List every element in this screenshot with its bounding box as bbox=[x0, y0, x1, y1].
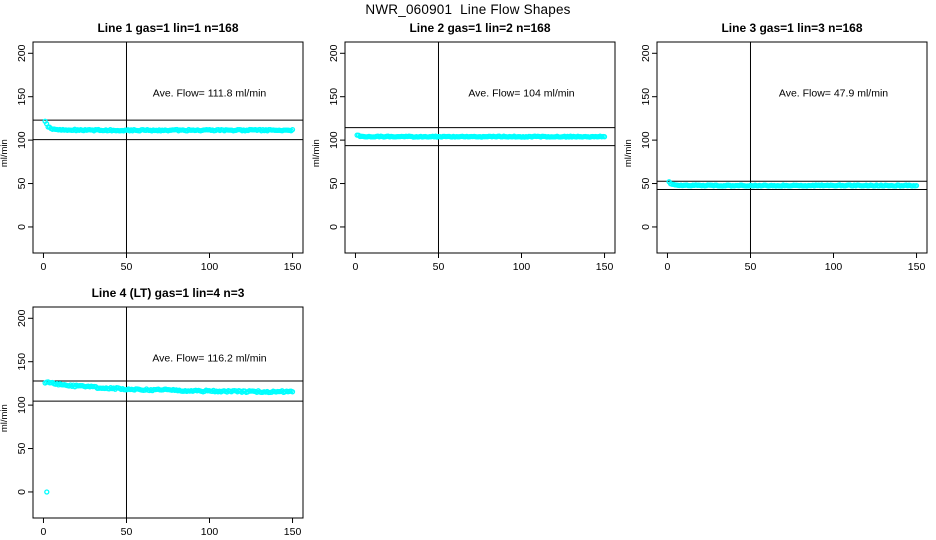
x-tick-label: 100 bbox=[201, 526, 219, 538]
x-tick-label: 0 bbox=[41, 261, 47, 273]
y-tick-label: 50 bbox=[328, 178, 340, 190]
y-axis-label: ml/min bbox=[0, 404, 10, 432]
data-points bbox=[42, 379, 296, 495]
y-axis-label: ml/min bbox=[311, 139, 322, 167]
subplot-title: Line 1 gas=1 lin=1 n=168 bbox=[97, 21, 238, 35]
x-tick-label: 150 bbox=[284, 261, 302, 273]
y-tick-label: 50 bbox=[16, 178, 28, 190]
x-tick-label: 50 bbox=[745, 261, 757, 273]
y-tick-label: 0 bbox=[16, 489, 28, 495]
y-tick-label: 200 bbox=[640, 44, 652, 62]
y-tick-label: 200 bbox=[16, 44, 28, 62]
x-tick-label: 100 bbox=[825, 261, 843, 273]
x-tick-label: 100 bbox=[513, 261, 531, 273]
plot-box bbox=[344, 41, 616, 254]
x-tick-label: 100 bbox=[201, 261, 219, 273]
x-tick-label: 50 bbox=[121, 526, 133, 538]
data-points bbox=[42, 118, 296, 134]
axes: 0 50 100 150 200 0 50 100 150 ml/min bbox=[623, 41, 928, 273]
y-tick-label: 150 bbox=[16, 353, 28, 371]
subplot-line-2: Line 2 gas=1 lin=2 n=168 0 50 100 150 200 0 50 1… bbox=[311, 21, 616, 273]
axes: 0 50 100 150 200 0 50 100 150 ml/min bbox=[0, 306, 304, 538]
y-tick-label: 150 bbox=[328, 88, 340, 106]
y-tick-label: 100 bbox=[16, 396, 28, 414]
y-tick-label: 50 bbox=[640, 178, 652, 190]
y-tick-label: 200 bbox=[328, 44, 340, 62]
y-tick-label: 200 bbox=[16, 309, 28, 327]
plot-box bbox=[32, 41, 304, 254]
x-tick-label: 0 bbox=[41, 526, 47, 538]
subplot-line-4: Line 4 (LT) gas=1 lin=4 n=30501001502000… bbox=[0, 286, 304, 538]
y-tick-label: 150 bbox=[640, 88, 652, 106]
y-tick-label: 0 bbox=[16, 224, 28, 230]
y-tick-label: 100 bbox=[328, 131, 340, 149]
y-tick-label: 50 bbox=[16, 443, 28, 455]
average-flow-annotation: Ave. Flow= 111.8 ml/min bbox=[153, 88, 267, 100]
page-title: NWR_060901 Line Flow Shapes bbox=[365, 2, 571, 17]
average-flow-annotation: Ave. Flow= 104 ml/min bbox=[468, 88, 574, 100]
axes: 0 50 100 150 200 0 50 100 150 ml/min bbox=[311, 41, 616, 273]
average-flow-annotation: Ave. Flow= 116.2 ml/min bbox=[152, 353, 266, 365]
x-tick-label: 50 bbox=[121, 261, 133, 273]
x-tick-label: 150 bbox=[284, 526, 302, 538]
y-tick-label: 100 bbox=[16, 131, 28, 149]
x-tick-label: 0 bbox=[665, 261, 671, 273]
y-tick-label: 0 bbox=[328, 224, 340, 230]
y-tick-label: 0 bbox=[640, 224, 652, 230]
subplot-line-1: Line 1 gas=1 lin=1 n=168 0 50 100 150 200 0 50 1… bbox=[0, 21, 304, 273]
plot-box bbox=[656, 41, 928, 254]
y-tick-label: 100 bbox=[640, 131, 652, 149]
data-points bbox=[666, 179, 920, 189]
subplot-title: Line 3 gas=1 lin=3 n=168 bbox=[721, 21, 862, 35]
x-tick-label: 150 bbox=[596, 261, 614, 273]
x-tick-label: 150 bbox=[908, 261, 926, 273]
average-flow-annotation: Ave. Flow= 47.9 ml/min bbox=[779, 88, 888, 100]
x-tick-label: 0 bbox=[353, 261, 359, 273]
outlier-point bbox=[44, 489, 50, 495]
axes: 0 50 100 150 200 0 50 100 150 ml/min bbox=[0, 41, 304, 273]
plot-box bbox=[32, 306, 304, 519]
y-axis-label: ml/min bbox=[0, 139, 10, 167]
subplot-line-3: Line 3 gas=1 lin=3 n=168 0 50 100 150 200 0 50 1… bbox=[623, 21, 928, 273]
y-tick-label: 150 bbox=[16, 88, 28, 106]
x-tick-label: 50 bbox=[433, 261, 445, 273]
y-axis-label: ml/min bbox=[623, 139, 634, 167]
subplot-title: Line 4 (LT) gas=1 lin=4 n=3 bbox=[92, 286, 245, 300]
subplot-title: Line 2 gas=1 lin=2 n=168 bbox=[409, 21, 550, 35]
data-points bbox=[354, 132, 608, 140]
